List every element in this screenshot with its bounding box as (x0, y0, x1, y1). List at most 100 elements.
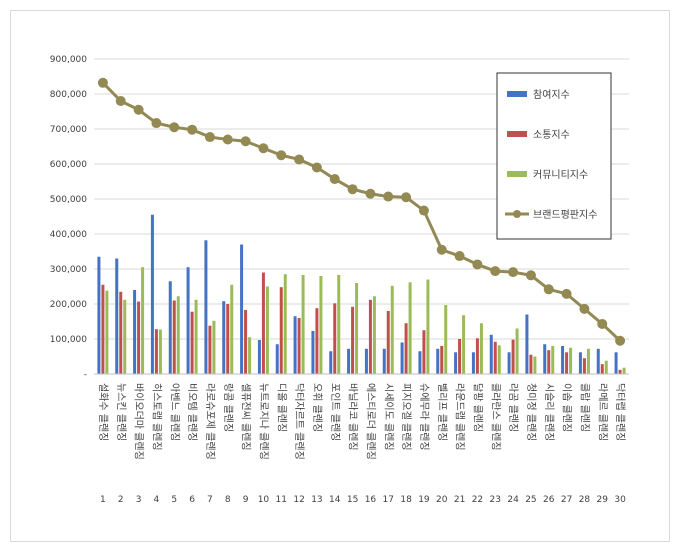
bar (222, 301, 226, 374)
bar (194, 299, 198, 374)
category-label: 셀퓨전씨 클렌징 (240, 383, 252, 451)
y-tick-label: 400,000 (50, 230, 87, 240)
bar (208, 325, 212, 374)
line-point (508, 267, 519, 278)
rank-label: 9 (243, 495, 249, 505)
line-series-group (97, 77, 626, 346)
category-label: 포인트 클렌징 (329, 383, 341, 441)
rank-label: 6 (189, 495, 195, 505)
line-point (115, 96, 126, 106)
bar (333, 303, 337, 374)
legend-label: 커뮤니티지수 (533, 169, 588, 181)
bar (186, 267, 190, 374)
rank-label: 4 (154, 495, 160, 505)
bar (596, 348, 600, 374)
category-label: 닥터랩 클렌징 (614, 383, 626, 441)
bar (172, 300, 176, 374)
bar (158, 329, 162, 374)
legend-swatch (507, 91, 527, 97)
category-labels: 설화수 클렌징 1 뉴스킨 클렌징 2 바이오더마 클렌징 3 히스토랩 클렌징 4 아벤느 클… (97, 383, 626, 505)
y-tick-label: 500,000 (50, 195, 87, 205)
rank-label: 21 (454, 495, 465, 505)
rank-label: 1 (100, 495, 106, 505)
category-label: 클라란스 클렌징 (489, 383, 501, 451)
line-point (615, 335, 626, 346)
bar (244, 309, 248, 374)
bar (137, 301, 141, 374)
category-label: 피지오겔 클렌징 (400, 383, 412, 451)
bar (230, 284, 234, 374)
bar (565, 352, 569, 374)
chart-frame: - 100,000 200,000 300,000 400,000 500,000 600,… (10, 10, 670, 542)
rank-label: 2 (118, 495, 124, 505)
line-point (204, 132, 215, 143)
legend-swatch (507, 131, 527, 137)
rank-label: 23 (490, 495, 501, 505)
rank-label: 22 (472, 495, 483, 505)
y-tick-label: 900,000 (50, 55, 87, 65)
bar (604, 360, 608, 374)
rank-label: 13 (311, 495, 322, 505)
line-point (311, 162, 322, 173)
bar (426, 279, 430, 374)
bar (382, 348, 386, 374)
bar-series-2 (101, 272, 622, 374)
category-label: 닥터자르트 클렌징 (293, 383, 305, 460)
line-point (187, 124, 198, 135)
bar (458, 339, 462, 374)
bar (115, 258, 119, 374)
rank-label: 26 (543, 495, 555, 505)
rank-label: 14 (329, 495, 341, 505)
line-point (472, 259, 483, 270)
bar (497, 345, 501, 374)
bar (141, 267, 145, 374)
category-label: 비오템 클렌징 (186, 383, 198, 441)
axes: - 100,000 200,000 300,000 400,000 500,000 600,… (50, 55, 629, 380)
bar (355, 283, 359, 374)
line-point (525, 270, 536, 281)
line-point (276, 150, 287, 161)
line-point (222, 134, 233, 145)
line-point (169, 122, 180, 133)
bar (511, 339, 515, 374)
bar (101, 284, 105, 374)
bar (507, 352, 511, 374)
category-label: 에스티로더 클렌징 (364, 383, 376, 460)
category-label: 라메르 클렌징 (596, 383, 608, 441)
bar (529, 354, 533, 374)
rank-label: 19 (418, 495, 430, 505)
bar (390, 285, 394, 374)
line-point (543, 284, 554, 295)
category-label: 이솝 클렌징 (561, 383, 573, 432)
category-label: 라곰 클렌징 (507, 383, 519, 432)
rank-label: 27 (561, 495, 572, 505)
bar (418, 351, 422, 374)
rank-label: 11 (276, 495, 287, 505)
legend-label: 브랜드평판지수 (533, 209, 597, 221)
bar (533, 356, 537, 374)
bar (133, 290, 137, 374)
line-point (97, 77, 108, 88)
bar (311, 330, 315, 374)
bar (279, 287, 283, 374)
line-point (151, 118, 162, 129)
bar (454, 352, 458, 374)
y-tick-label: 300,000 (50, 265, 87, 275)
bar (190, 311, 194, 374)
category-label: 랑콤 클렌징 (222, 383, 234, 432)
bar (444, 305, 448, 374)
bar (226, 304, 230, 374)
line-point (597, 318, 608, 329)
line-point (240, 136, 251, 147)
bar (479, 323, 483, 374)
rank-label: 29 (597, 495, 609, 505)
rank-label: 3 (136, 495, 142, 505)
bar (489, 334, 493, 374)
bar (547, 350, 551, 374)
rank-label: 8 (225, 495, 231, 505)
bar (561, 346, 565, 374)
bar (586, 348, 590, 374)
rank-label: 10 (258, 495, 270, 505)
bar (543, 344, 547, 374)
bar (622, 367, 626, 374)
